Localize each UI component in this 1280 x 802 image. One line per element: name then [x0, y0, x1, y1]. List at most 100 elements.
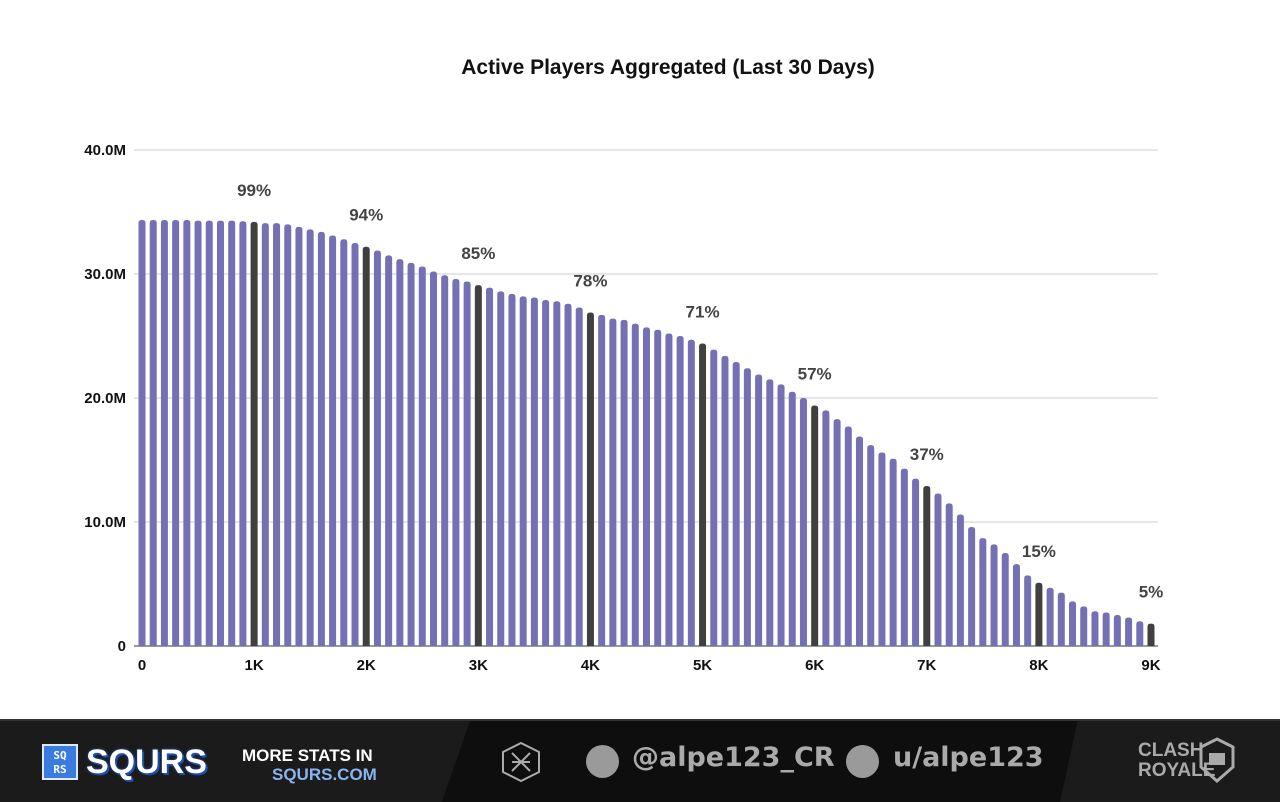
- bar: [317, 231, 325, 646]
- data-label: 71%: [686, 302, 720, 321]
- bar: [900, 468, 908, 646]
- bar: [687, 339, 695, 646]
- x-tick-label: 7K: [917, 657, 936, 674]
- twitter-icon: [586, 745, 619, 778]
- brand-name: SQURS: [86, 743, 207, 781]
- bar: [452, 278, 460, 646]
- footer-brand-panel: [0, 721, 470, 802]
- bar: [463, 281, 471, 646]
- bar: [799, 398, 807, 646]
- bar: [172, 220, 180, 646]
- bar: [553, 301, 561, 646]
- bar: [542, 300, 550, 646]
- reddit-icon: [846, 745, 879, 778]
- data-label: 57%: [798, 364, 832, 383]
- bar: [508, 293, 516, 646]
- bar: [575, 307, 583, 646]
- bar: [665, 333, 673, 646]
- data-label: 94%: [349, 206, 383, 225]
- bar: [676, 336, 684, 646]
- reddit-handle[interactable]: u/alpe123: [893, 742, 1044, 773]
- bar: [216, 220, 224, 646]
- squrs-logo-icon: SQ RS: [42, 744, 78, 780]
- footer-game-panel: [1060, 721, 1280, 802]
- bar-highlighted: [250, 221, 258, 647]
- bar: [306, 229, 314, 647]
- bar: [205, 220, 213, 646]
- bar: [160, 220, 168, 646]
- bar-highlighted: [362, 246, 370, 646]
- bar: [979, 538, 987, 646]
- footer: SQ RS SQURS MORE STATS IN SQURS.COM @alp…: [0, 719, 1280, 802]
- twitter-handle[interactable]: @alpe123_CR: [632, 742, 835, 773]
- bar: [743, 368, 751, 646]
- bar: [912, 478, 920, 646]
- bar: [564, 303, 572, 646]
- y-tick-label: 40.0M: [84, 142, 126, 159]
- bar: [396, 259, 404, 646]
- x-tick-label: 0: [138, 657, 146, 674]
- bar: [1080, 606, 1088, 646]
- more-stats-text: MORE STATS IN: [242, 746, 373, 765]
- bar: [418, 266, 426, 646]
- data-label: 85%: [461, 244, 495, 263]
- y-tick-label: 0: [118, 638, 126, 655]
- bar: [822, 410, 830, 646]
- x-tick-label: 1K: [245, 657, 264, 674]
- bar-highlighted: [1035, 582, 1043, 646]
- bar: [273, 223, 281, 646]
- bar: [788, 391, 796, 646]
- bar: [149, 220, 157, 646]
- bar: [889, 458, 897, 646]
- bar: [1024, 575, 1032, 646]
- bar: [878, 452, 886, 646]
- x-tick-label: 5K: [693, 657, 712, 674]
- bar: [329, 235, 337, 646]
- bar: [844, 426, 852, 646]
- bar: [340, 239, 348, 646]
- chart: Active Players Aggregated (Last 30 Days)…: [84, 56, 1163, 674]
- bar-highlighted: [1147, 623, 1155, 646]
- bar: [956, 514, 964, 646]
- data-label: 99%: [237, 181, 271, 200]
- bar: [1001, 553, 1009, 646]
- x-tick-label: 2K: [357, 657, 376, 674]
- bar-highlighted: [923, 486, 931, 646]
- bar: [777, 384, 785, 646]
- website-link[interactable]: SQURS.COM: [272, 765, 377, 784]
- bar: [373, 250, 381, 646]
- bar: [755, 374, 763, 646]
- bar: [598, 314, 606, 646]
- bar: [990, 544, 998, 646]
- bar: [239, 221, 247, 647]
- bar: [1125, 617, 1133, 646]
- bar: [385, 255, 393, 646]
- bar: [833, 419, 841, 646]
- x-tick-label: 3K: [469, 657, 488, 674]
- chart-title: Active Players Aggregated (Last 30 Days): [461, 56, 875, 79]
- bar: [609, 318, 617, 646]
- bar: [968, 526, 976, 646]
- x-tick-label: 6K: [805, 657, 824, 674]
- data-label: 78%: [573, 271, 607, 290]
- clash-royale-logo: CLASH ROYALE: [1138, 740, 1216, 781]
- y-tick-label: 20.0M: [84, 390, 126, 407]
- bar: [497, 291, 505, 646]
- bar-highlighted: [586, 312, 594, 646]
- bar: [1012, 564, 1020, 646]
- x-tick-label: 9K: [1141, 657, 1160, 674]
- bar: [284, 224, 292, 646]
- bar: [1057, 592, 1065, 646]
- bar: [486, 287, 494, 646]
- data-label: 37%: [910, 445, 944, 464]
- bar: [1069, 601, 1077, 646]
- x-tick-label: 4K: [581, 657, 600, 674]
- data-label: 15%: [1022, 542, 1056, 561]
- bar: [441, 275, 449, 646]
- bar: [407, 262, 415, 646]
- x-tick-label: 8K: [1029, 657, 1048, 674]
- bar: [945, 503, 953, 646]
- bar: [1091, 611, 1099, 646]
- bar: [295, 226, 303, 646]
- bar: [654, 329, 662, 646]
